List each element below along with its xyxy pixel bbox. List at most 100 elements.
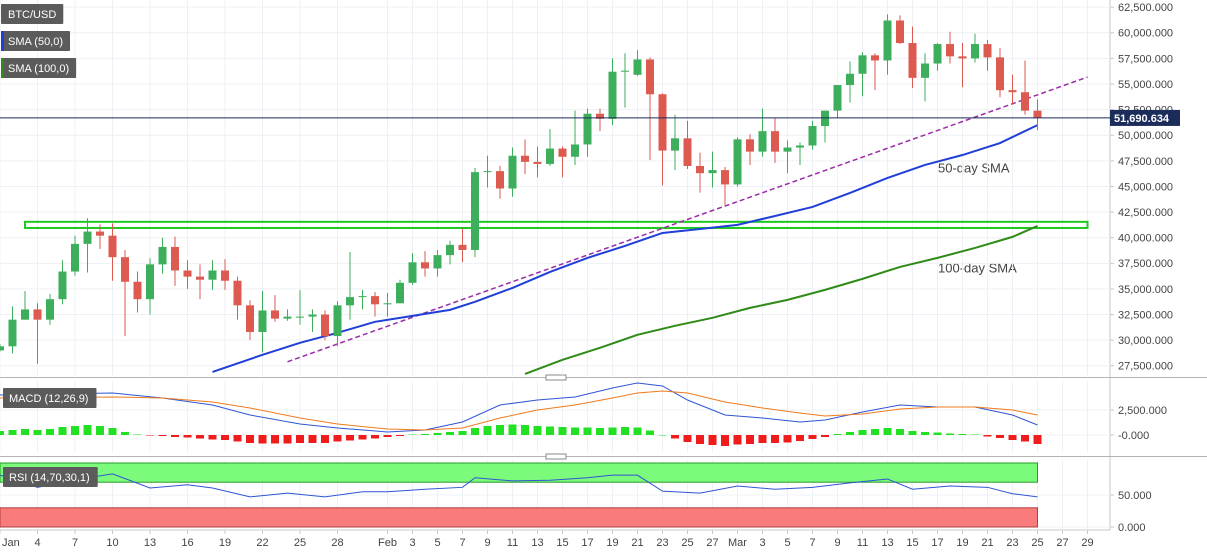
y-tick-label: 37,500.000 (1118, 258, 1173, 270)
candle-body (696, 165, 704, 174)
rsi-band (0, 462, 1038, 483)
macd-histogram-bar (608, 427, 617, 435)
x-tick-label: 25 (294, 537, 306, 549)
candle-body (871, 55, 879, 61)
macd-histogram-bar (321, 435, 329, 443)
plot-area (0, 382, 1042, 446)
x-tick-label: 3 (409, 537, 415, 549)
y-tick-label: 60,000.000 (1118, 28, 1173, 40)
legend-box (1, 31, 71, 51)
x-tick-label: 11 (507, 537, 518, 549)
macd-histogram-bar (721, 435, 729, 446)
x-tick-label: 25 (1031, 537, 1043, 549)
x-tick-label: 19 (956, 537, 968, 549)
rsi-line (0, 473, 1038, 498)
candle-body (883, 20, 892, 61)
candle-body (333, 305, 342, 337)
candle-body (446, 244, 454, 256)
x-tick-label: 27 (706, 537, 718, 549)
candle-body (658, 94, 667, 151)
candle-body (121, 257, 129, 282)
candle-body (771, 131, 779, 152)
macd-histogram-bar (483, 426, 492, 435)
candle-body (396, 282, 404, 304)
support-zone (24, 220, 1089, 229)
candle-body (296, 316, 304, 318)
y-tick-label: 32,500.000 (1118, 309, 1173, 321)
macd-histogram-bar (908, 431, 917, 435)
macd-histogram-bar (546, 426, 554, 435)
candle-body (483, 171, 492, 173)
x-tick-label: 5 (434, 537, 440, 549)
candle-body (71, 243, 79, 272)
macd-histogram-bar (521, 425, 529, 435)
macd-histogram-bar (146, 435, 154, 436)
candle-body (508, 155, 517, 189)
candle-body (383, 303, 392, 305)
candle-body (1033, 110, 1042, 118)
candle-body (583, 113, 592, 145)
candle-body (246, 305, 254, 332)
candle-body (408, 262, 417, 283)
macd-histogram-bar (496, 425, 504, 435)
macd-histogram-bar (571, 427, 579, 435)
candle-body (458, 244, 467, 250)
macd-histogram-bar (508, 424, 517, 435)
macd-histogram-bar (296, 435, 304, 443)
candle-body (271, 310, 279, 319)
macd-histogram-bar (333, 435, 342, 442)
macd-histogram-bar (158, 435, 167, 436)
macd-histogram-bar (221, 435, 229, 440)
macd-histogram-bar (446, 432, 454, 435)
candle-body (0, 346, 4, 351)
x-tick-label: 19 (606, 537, 618, 549)
candle-body (171, 246, 179, 271)
plot-area (0, 462, 1038, 528)
x-tick-label: 28 (331, 537, 343, 549)
macd-histogram-bar (96, 426, 104, 435)
x-tick-label: 13 (881, 537, 893, 549)
y-tick-label: -0.000 (1118, 430, 1149, 442)
macd-histogram-bar (246, 435, 254, 443)
candle-body (621, 70, 629, 72)
x-tick-label: 17 (581, 537, 593, 549)
x-tick-label: 10 (106, 537, 118, 549)
candle-body (783, 147, 792, 152)
macd-histogram-bar (971, 434, 979, 435)
y-tick-label: 57,500.000 (1118, 53, 1173, 65)
candle-body (96, 231, 104, 236)
y-tick-label: 50.000 (1118, 490, 1152, 502)
macd-histogram-bar (808, 435, 817, 439)
candle-body (921, 63, 929, 78)
x-tick-label: Mar (728, 537, 747, 549)
candle-body (858, 55, 867, 74)
candle-body (1021, 92, 1029, 111)
candle-body (471, 172, 479, 250)
candle-body (108, 235, 117, 258)
macd-histogram-bar (933, 432, 942, 435)
macd-histogram-bar (421, 434, 429, 435)
x-tick-label: 13 (531, 537, 543, 549)
panel-handle[interactable] (545, 374, 567, 381)
macd-histogram-bar (633, 427, 642, 435)
candle-body (896, 20, 904, 44)
candle-body (133, 281, 142, 300)
panel-handle[interactable] (545, 453, 567, 460)
y-tick-label: 47,500.000 (1118, 156, 1173, 168)
x-tick-label: 19 (219, 537, 231, 549)
y-tick-label: 55,000.000 (1118, 79, 1173, 91)
x-tick-label: 3 (759, 537, 765, 549)
macd-histogram-bar (596, 428, 604, 435)
candle-body (46, 299, 54, 320)
macd-histogram-bar (1008, 435, 1017, 440)
candle-body (683, 138, 692, 166)
macd-histogram-bar (121, 432, 129, 435)
candle-body (983, 44, 992, 58)
candle-body (183, 270, 192, 277)
x-tick-label: 17 (931, 537, 943, 549)
x-tick-label: 11 (857, 537, 868, 549)
macd-histogram-bar (233, 435, 242, 442)
macd-histogram-bar (1021, 435, 1029, 442)
candle-body (746, 139, 754, 152)
candle-body (833, 85, 842, 111)
